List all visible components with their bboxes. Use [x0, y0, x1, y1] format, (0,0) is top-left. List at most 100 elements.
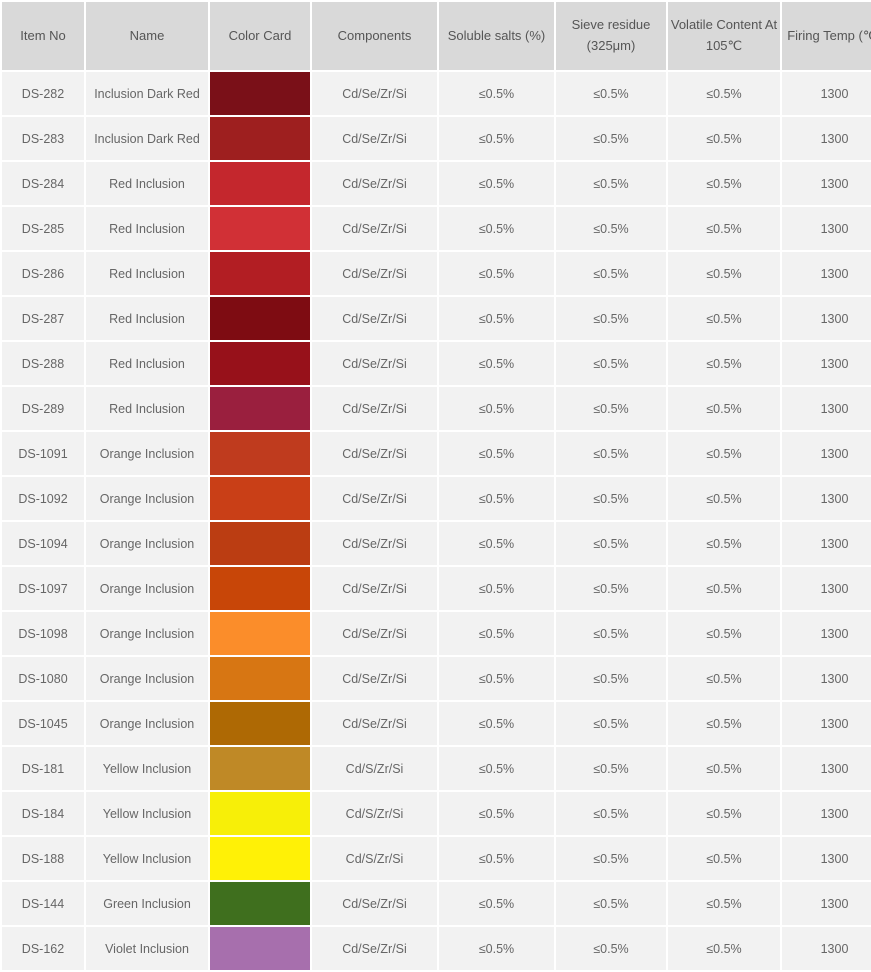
table-row: DS-284Red InclusionCd/Se/Zr/Si≤0.5%≤0.5%…	[2, 162, 871, 205]
cell-components: Cd/S/Zr/Si	[312, 747, 437, 790]
cell-soluble-salts: ≤0.5%	[439, 387, 554, 430]
cell-components: Cd/Se/Zr/Si	[312, 387, 437, 430]
cell-item-no: DS-283	[2, 117, 84, 160]
cell-components: Cd/Se/Zr/Si	[312, 252, 437, 295]
cell-color-card	[210, 612, 310, 655]
cell-item-no: DS-1097	[2, 567, 84, 610]
table-row: DS-288Red InclusionCd/Se/Zr/Si≤0.5%≤0.5%…	[2, 342, 871, 385]
cell-volatile-content: ≤0.5%	[668, 522, 780, 565]
col-color-card: Color Card	[210, 2, 310, 70]
cell-name: Red Inclusion	[86, 387, 208, 430]
cell-volatile-content: ≤0.5%	[668, 657, 780, 700]
cell-color-card	[210, 747, 310, 790]
cell-item-no: DS-1098	[2, 612, 84, 655]
cell-sieve-residue: ≤0.5%	[556, 567, 666, 610]
cell-sieve-residue: ≤0.5%	[556, 657, 666, 700]
cell-name: Orange Inclusion	[86, 522, 208, 565]
color-swatch	[210, 387, 310, 430]
cell-color-card	[210, 837, 310, 880]
table-row: DS-1080Orange InclusionCd/Se/Zr/Si≤0.5%≤…	[2, 657, 871, 700]
table-row: DS-162Violet InclusionCd/Se/Zr/Si≤0.5%≤0…	[2, 927, 871, 970]
table-row: DS-144Green InclusionCd/Se/Zr/Si≤0.5%≤0.…	[2, 882, 871, 925]
cell-soluble-salts: ≤0.5%	[439, 657, 554, 700]
cell-name: Red Inclusion	[86, 207, 208, 250]
cell-item-no: DS-184	[2, 792, 84, 835]
col-name: Name	[86, 2, 208, 70]
table-row: DS-1091Orange InclusionCd/Se/Zr/Si≤0.5%≤…	[2, 432, 871, 475]
col-soluble-salts: Soluble salts (%)	[439, 2, 554, 70]
cell-components: Cd/Se/Zr/Si	[312, 882, 437, 925]
color-swatch	[210, 207, 310, 250]
color-swatch	[210, 657, 310, 700]
cell-firing-temp: 1300	[782, 522, 871, 565]
cell-components: Cd/S/Zr/Si	[312, 792, 437, 835]
color-swatch	[210, 702, 310, 745]
cell-item-no: DS-288	[2, 342, 84, 385]
cell-color-card	[210, 927, 310, 970]
cell-color-card	[210, 657, 310, 700]
col-components: Components	[312, 2, 437, 70]
cell-color-card	[210, 207, 310, 250]
col-firing-temp: Firing Temp (℃)	[782, 2, 871, 70]
cell-name: Orange Inclusion	[86, 702, 208, 745]
cell-volatile-content: ≤0.5%	[668, 387, 780, 430]
cell-item-no: DS-1094	[2, 522, 84, 565]
cell-soluble-salts: ≤0.5%	[439, 297, 554, 340]
cell-name: Red Inclusion	[86, 252, 208, 295]
cell-firing-temp: 1300	[782, 117, 871, 160]
cell-soluble-salts: ≤0.5%	[439, 117, 554, 160]
color-swatch	[210, 432, 310, 475]
color-swatch	[210, 837, 310, 880]
cell-sieve-residue: ≤0.5%	[556, 612, 666, 655]
table-row: DS-188Yellow InclusionCd/S/Zr/Si≤0.5%≤0.…	[2, 837, 871, 880]
cell-soluble-salts: ≤0.5%	[439, 432, 554, 475]
cell-firing-temp: 1300	[782, 342, 871, 385]
cell-sieve-residue: ≤0.5%	[556, 387, 666, 430]
cell-soluble-salts: ≤0.5%	[439, 477, 554, 520]
cell-item-no: DS-285	[2, 207, 84, 250]
cell-color-card	[210, 387, 310, 430]
cell-components: Cd/Se/Zr/Si	[312, 297, 437, 340]
cell-volatile-content: ≤0.5%	[668, 477, 780, 520]
cell-color-card	[210, 342, 310, 385]
cell-volatile-content: ≤0.5%	[668, 162, 780, 205]
color-swatch	[210, 72, 310, 115]
color-swatch	[210, 162, 310, 205]
cell-item-no: DS-1045	[2, 702, 84, 745]
cell-sieve-residue: ≤0.5%	[556, 747, 666, 790]
cell-color-card	[210, 297, 310, 340]
col-volatile-content: Volatile Content At 105℃	[668, 2, 780, 70]
cell-firing-temp: 1300	[782, 72, 871, 115]
cell-name: Violet Inclusion	[86, 927, 208, 970]
cell-sieve-residue: ≤0.5%	[556, 927, 666, 970]
cell-firing-temp: 1300	[782, 882, 871, 925]
cell-soluble-salts: ≤0.5%	[439, 882, 554, 925]
cell-soluble-salts: ≤0.5%	[439, 72, 554, 115]
color-swatch	[210, 297, 310, 340]
cell-firing-temp: 1300	[782, 702, 871, 745]
cell-name: Yellow Inclusion	[86, 747, 208, 790]
cell-firing-temp: 1300	[782, 567, 871, 610]
cell-volatile-content: ≤0.5%	[668, 927, 780, 970]
cell-volatile-content: ≤0.5%	[668, 792, 780, 835]
cell-sieve-residue: ≤0.5%	[556, 207, 666, 250]
cell-components: Cd/Se/Zr/Si	[312, 342, 437, 385]
cell-volatile-content: ≤0.5%	[668, 252, 780, 295]
table-row: DS-1097Orange InclusionCd/Se/Zr/Si≤0.5%≤…	[2, 567, 871, 610]
cell-volatile-content: ≤0.5%	[668, 702, 780, 745]
color-swatch	[210, 612, 310, 655]
cell-firing-temp: 1300	[782, 162, 871, 205]
cell-color-card	[210, 72, 310, 115]
cell-item-no: DS-282	[2, 72, 84, 115]
cell-volatile-content: ≤0.5%	[668, 297, 780, 340]
table-row: DS-287Red InclusionCd/Se/Zr/Si≤0.5%≤0.5%…	[2, 297, 871, 340]
pigment-table: Item No Name Color Card Components Solub…	[0, 0, 871, 972]
cell-firing-temp: 1300	[782, 837, 871, 880]
cell-color-card	[210, 702, 310, 745]
col-sieve-residue: Sieve residue (325μm)	[556, 2, 666, 70]
cell-firing-temp: 1300	[782, 927, 871, 970]
table-row: DS-1045Orange InclusionCd/Se/Zr/Si≤0.5%≤…	[2, 702, 871, 745]
table-row: DS-1094Orange InclusionCd/Se/Zr/Si≤0.5%≤…	[2, 522, 871, 565]
col-item-no: Item No	[2, 2, 84, 70]
cell-firing-temp: 1300	[782, 612, 871, 655]
